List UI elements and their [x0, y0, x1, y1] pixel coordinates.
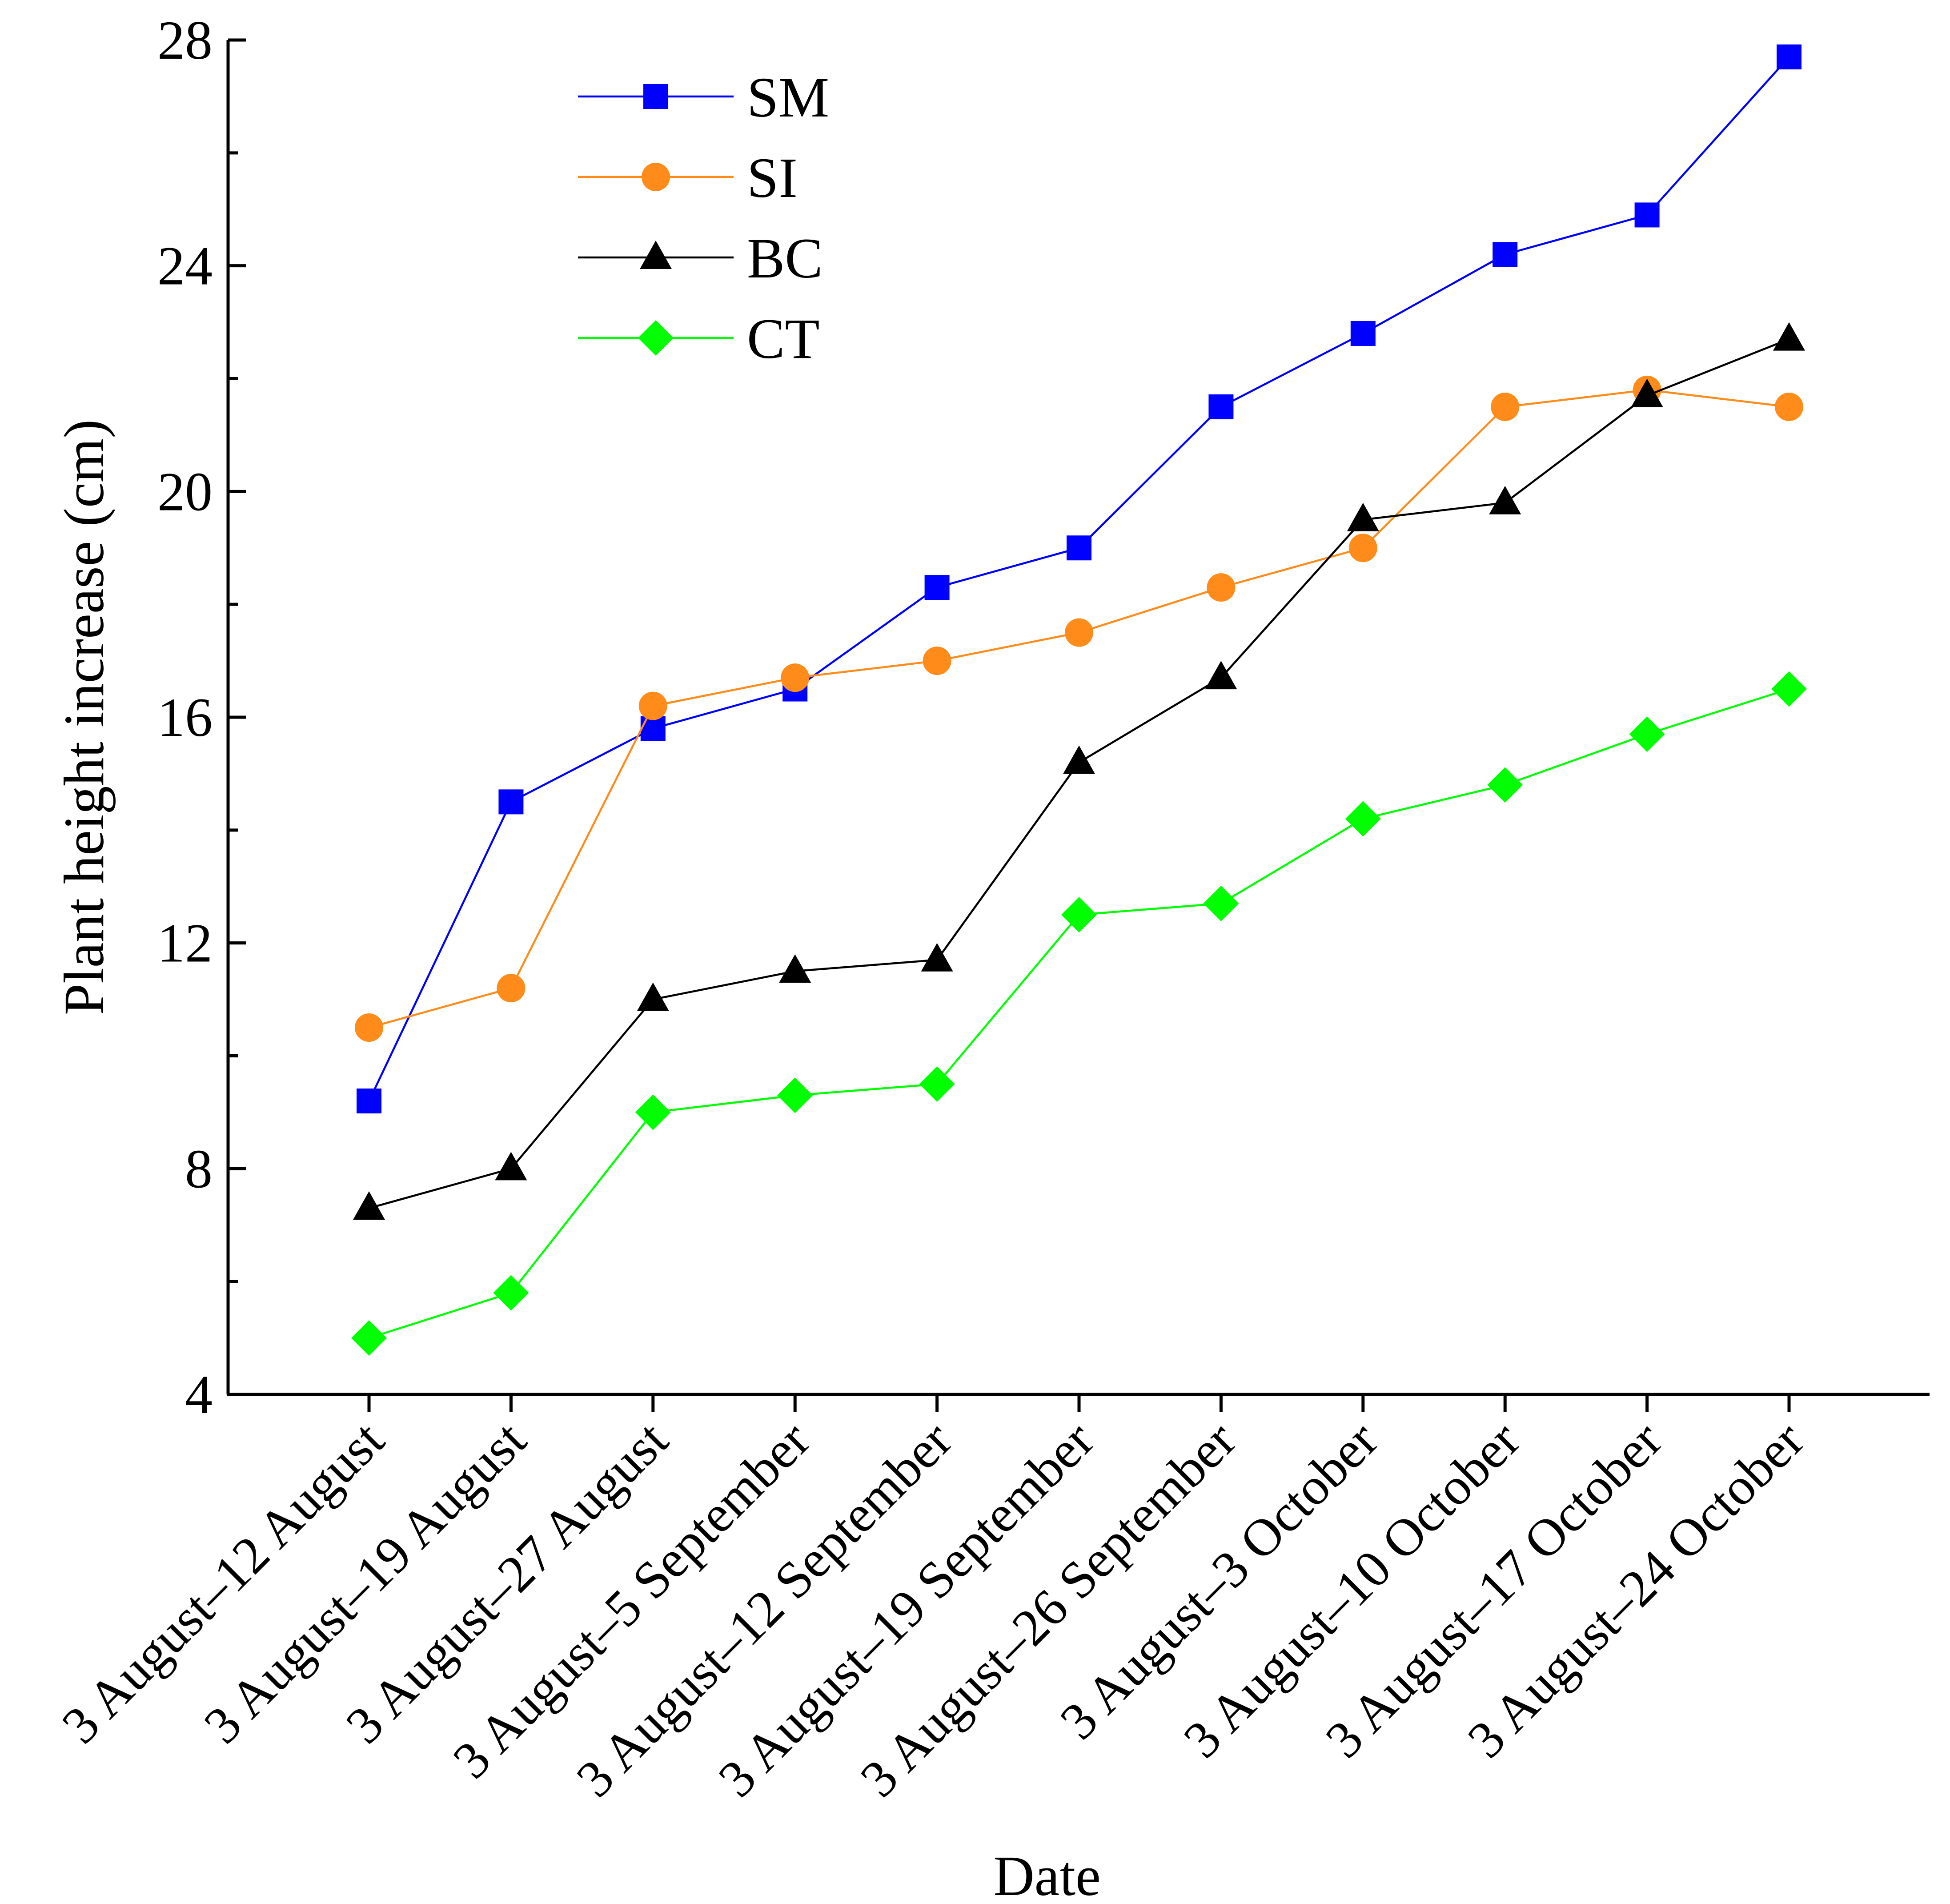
- y-tick-label: 16: [157, 687, 213, 748]
- data-point-si: [497, 974, 526, 1003]
- data-point-bc: [921, 943, 953, 972]
- legend-label-si: SI: [747, 146, 798, 209]
- y-tick-label: 4: [185, 1364, 213, 1425]
- series-si: [355, 375, 1803, 1042]
- data-point-sm: [1350, 321, 1376, 346]
- series-layer: [351, 44, 1807, 1356]
- data-point-bc: [637, 982, 669, 1011]
- data-point-bc: [1773, 322, 1805, 351]
- legend-label-ct: CT: [747, 307, 820, 370]
- series-bc: [353, 322, 1805, 1220]
- data-point-sm: [1208, 394, 1234, 419]
- data-point-sm: [1493, 242, 1518, 267]
- data-point-ct: [1771, 671, 1807, 707]
- legend-item-sm: SM: [578, 66, 829, 129]
- data-point-bc: [779, 954, 811, 983]
- data-point-si: [923, 647, 951, 675]
- legend-label-sm: SM: [747, 66, 829, 129]
- data-point-ct: [919, 1066, 955, 1102]
- data-point-bc: [495, 1152, 527, 1181]
- legend-item-ct: CT: [578, 307, 820, 370]
- data-point-si: [1065, 618, 1093, 647]
- data-point-si: [1207, 573, 1236, 602]
- data-point-si: [355, 1013, 383, 1042]
- data-point-bc: [1489, 486, 1521, 514]
- data-point-ct: [1061, 897, 1097, 933]
- data-point-sm: [1067, 535, 1091, 561]
- data-point-bc: [1063, 745, 1095, 774]
- y-ticks: 4 8 12 16 20 24 28: [157, 10, 246, 1425]
- legend: SM SI BC CT: [578, 66, 829, 370]
- data-point-si: [781, 663, 810, 692]
- data-point-bc: [1205, 661, 1237, 690]
- legend-marker-sm: [643, 84, 668, 109]
- data-point-sm: [924, 575, 950, 600]
- legend-label-bc: BC: [747, 227, 823, 290]
- y-tick-label: 12: [157, 913, 213, 974]
- data-point-ct: [493, 1275, 529, 1311]
- series-ct: [351, 671, 1807, 1356]
- data-point-sm: [498, 789, 524, 815]
- data-point-ct: [1203, 885, 1239, 921]
- legend-item-bc: BC: [578, 227, 823, 290]
- data-point-si: [1348, 534, 1377, 562]
- data-point-bc: [353, 1191, 385, 1220]
- legend-marker-bc: [640, 241, 672, 269]
- data-point-si: [1491, 392, 1520, 421]
- data-point-si: [1775, 392, 1803, 421]
- legend-marker-ct: [638, 320, 674, 356]
- data-point-ct: [1629, 716, 1665, 752]
- legend-item-si: SI: [578, 146, 798, 209]
- y-tick-label: 24: [157, 236, 213, 297]
- data-point-ct: [1487, 767, 1523, 803]
- data-point-sm: [1634, 202, 1660, 228]
- legend-marker-si: [642, 163, 670, 191]
- data-point-bc: [1631, 378, 1663, 407]
- data-point-sm: [1777, 44, 1802, 70]
- y-tick-label: 8: [185, 1138, 213, 1199]
- y-tick-label: 20: [157, 461, 213, 522]
- x-axis-label: Date: [993, 1844, 1101, 1904]
- data-point-ct: [1345, 801, 1381, 837]
- data-point-ct: [777, 1077, 813, 1113]
- series-line-ct: [369, 688, 1790, 1339]
- data-point-bc: [1347, 502, 1379, 531]
- data-point-ct: [635, 1094, 671, 1130]
- data-point-si: [638, 691, 667, 720]
- y-tick-label: 28: [157, 10, 213, 71]
- axes: [226, 40, 1930, 1396]
- series-sm: [357, 44, 1802, 1114]
- y-axis-label: Plant height increase (cm): [52, 419, 116, 1015]
- data-point-ct: [351, 1320, 387, 1356]
- data-point-sm: [357, 1089, 381, 1114]
- series-line-sm: [368, 56, 1790, 1101]
